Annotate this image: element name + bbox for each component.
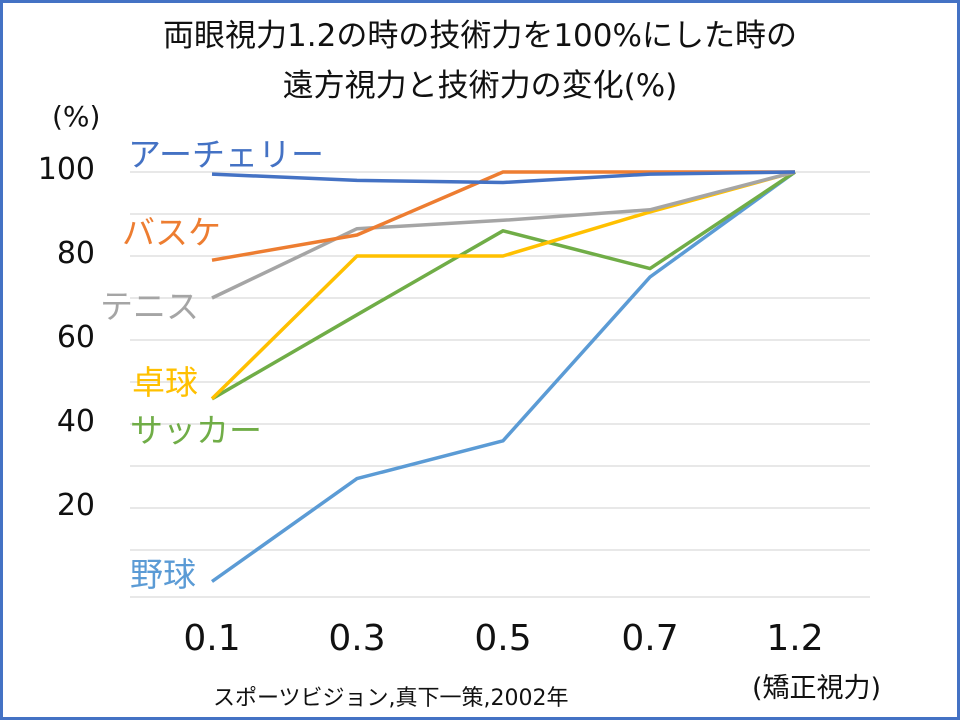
x-tick-label: 0.1 <box>183 618 241 659</box>
series-label: 野球 <box>130 555 196 594</box>
chart-title-line2: 遠方視力と技術力の変化(%) <box>282 68 678 104</box>
y-axis-unit: (%) <box>52 100 101 133</box>
x-axis-label: (矯正視力) <box>752 673 882 704</box>
series-line-5 <box>210 170 797 583</box>
series-label: バスケ <box>122 213 221 252</box>
y-tick-label: 60 <box>56 320 95 355</box>
chart-title-line1: 両眼視力1.2の時の技術力を100%にした時の <box>163 18 797 54</box>
x-tick-label: 1.2 <box>766 618 824 659</box>
x-tick-label: 0.5 <box>474 618 532 659</box>
source-citation: スポーツビジョン,真下一策,2002年 <box>213 686 569 711</box>
series-label: 卓球 <box>132 363 198 402</box>
series-label: アーチェリー <box>128 135 325 174</box>
y-tick-label: 40 <box>56 404 95 439</box>
y-tick-label: 80 <box>56 236 95 271</box>
series-line-4 <box>211 170 796 401</box>
series-line-0 <box>211 170 796 185</box>
y-tick-label: 20 <box>56 488 95 523</box>
series-line-1 <box>211 170 795 262</box>
x-tick-label: 0.3 <box>328 618 386 659</box>
series-line-2 <box>211 170 796 300</box>
series-line-3 <box>210 170 796 401</box>
x-tick-label: 0.7 <box>621 618 679 659</box>
series-label: テニス <box>100 287 199 326</box>
series-label: サッカー <box>130 411 262 450</box>
y-tick-label: 100 <box>37 152 95 187</box>
